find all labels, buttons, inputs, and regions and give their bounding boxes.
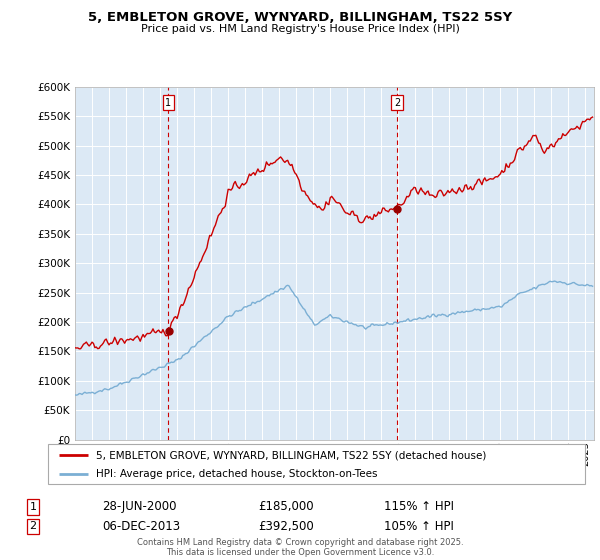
Text: £185,000: £185,000: [258, 500, 314, 514]
Text: Price paid vs. HM Land Registry's House Price Index (HPI): Price paid vs. HM Land Registry's House …: [140, 24, 460, 34]
Text: 5, EMBLETON GROVE, WYNYARD, BILLINGHAM, TS22 5SY: 5, EMBLETON GROVE, WYNYARD, BILLINGHAM, …: [88, 11, 512, 24]
Text: HPI: Average price, detached house, Stockton-on-Tees: HPI: Average price, detached house, Stoc…: [97, 469, 378, 479]
Text: 115% ↑ HPI: 115% ↑ HPI: [384, 500, 454, 514]
FancyBboxPatch shape: [48, 444, 585, 484]
Text: £392,500: £392,500: [258, 520, 314, 533]
Text: Contains HM Land Registry data © Crown copyright and database right 2025.
This d: Contains HM Land Registry data © Crown c…: [137, 538, 463, 557]
Text: 28-JUN-2000: 28-JUN-2000: [102, 500, 176, 514]
Text: 105% ↑ HPI: 105% ↑ HPI: [384, 520, 454, 533]
Text: 1: 1: [29, 502, 37, 512]
Text: 06-DEC-2013: 06-DEC-2013: [102, 520, 180, 533]
Text: 1: 1: [166, 97, 172, 108]
Text: 5, EMBLETON GROVE, WYNYARD, BILLINGHAM, TS22 5SY (detached house): 5, EMBLETON GROVE, WYNYARD, BILLINGHAM, …: [97, 450, 487, 460]
Text: 2: 2: [29, 521, 37, 531]
Text: 2: 2: [394, 97, 400, 108]
